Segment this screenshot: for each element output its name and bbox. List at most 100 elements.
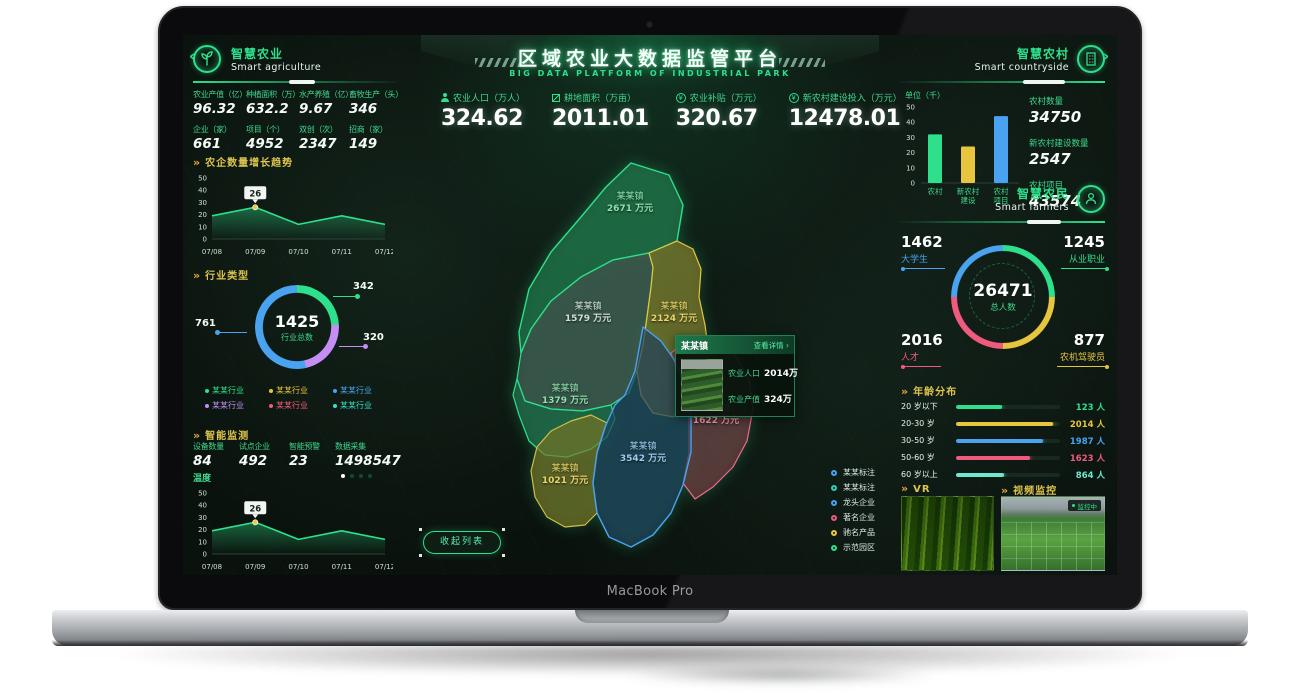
stat: 数据采集 1498547 [335, 442, 401, 469]
legend-item: 著名企业 [831, 510, 875, 525]
industry-callout-342: 342 [353, 281, 374, 292]
age-row: 60 岁以上 864 人 [901, 470, 1105, 481]
divider [900, 81, 1105, 83]
svg-text:26: 26 [249, 189, 261, 199]
legend-dot-icon [333, 403, 337, 408]
countryside-stat: 新农村建设数量 2547 [1029, 139, 1089, 168]
farmer-icon [1077, 185, 1105, 213]
section-subtitle: Smart agriculture [231, 62, 322, 73]
svg-text:10: 10 [906, 164, 915, 172]
legend-dot-icon [333, 388, 337, 393]
page-dot[interactable] [341, 474, 345, 478]
section-video-title: » 视频监控 [1001, 484, 1058, 497]
svg-text:50: 50 [198, 490, 207, 498]
device-label: MacBook Pro [606, 584, 694, 599]
tooltip-row: 农业产值 324万 [728, 394, 792, 405]
corner-tick [419, 554, 422, 557]
tooltip-details-link[interactable]: 查看详情 › [753, 340, 789, 350]
stat: 农业产值（亿） 96.32 [193, 90, 247, 117]
person-icon [441, 93, 449, 102]
svg-text:40: 40 [906, 119, 915, 127]
section-monitor-title: » 智能监测 [193, 429, 250, 442]
page-subtitle: BIG DATA PLATFORM OF INDUSTRIAL PARK [509, 69, 791, 78]
donut-inner-ring [969, 263, 1035, 329]
agriculture-stats-grid: 农业产值（亿） 96.32 种植面积（万） 632.2 水产养殖（亿） 9.67 畜牧生产（… [193, 89, 403, 152]
svg-text:07/11: 07/11 [332, 248, 352, 256]
video-monitor-image[interactable]: 监控中 [1001, 496, 1105, 571]
monitor-stats-grid: 设备数量 84 试点企业 492 智能预警 23 数据采集 1498547 [193, 441, 401, 469]
recording-dot-icon [1071, 504, 1075, 507]
divider-dash [1027, 220, 1061, 224]
svg-text:07/11: 07/11 [332, 563, 352, 571]
svg-text:项目: 项目 [994, 196, 1009, 205]
svg-text:0: 0 [203, 236, 207, 244]
pagination-dots[interactable] [341, 474, 372, 478]
legend-dot-icon [831, 529, 837, 536]
legend-item: 某某标注 [831, 480, 875, 495]
svg-text:07/08: 07/08 [202, 563, 222, 571]
svg-text:07/10: 07/10 [288, 248, 308, 256]
age-row: 20-30 岁 2014 人 [901, 419, 1105, 430]
industry-callout-761: 761 [195, 318, 216, 329]
laptop-base [52, 610, 1248, 646]
divider [900, 221, 1105, 223]
kpi: 农业补贴（万元）320.67 [675, 91, 762, 131]
region-label: 某某镇 1379 万元 [541, 384, 589, 406]
farmers-quadrant-stat: 1245 从业职业 [1035, 233, 1109, 271]
countryside-stats: 农村数量 34750 新农村建设数量 2547 农村项目 43574 [1029, 95, 1107, 221]
industry-donut-center: 1425 行业总数 [255, 285, 339, 369]
age-row: 20 岁以下 123 人 [901, 402, 1105, 413]
stat: 招商（家） 149 [349, 125, 388, 152]
legend-dot-icon [269, 403, 273, 408]
divider-dash [1023, 80, 1065, 84]
chevrons-icon: » [1001, 484, 1010, 497]
chevrons-icon: » [193, 429, 202, 442]
legend-dot-icon [205, 403, 209, 408]
vr-preview-image[interactable] [901, 496, 994, 571]
legend-dot-icon [831, 544, 837, 551]
svg-text:07/12: 07/12 [375, 563, 393, 571]
kpi-row: 农业人口（万人）324.62 耕地面积（万亩）2011.01 农业补贴（万元）320… [441, 91, 902, 131]
page-dot[interactable] [368, 474, 372, 478]
section-subtitle: Smart farmers [995, 202, 1069, 213]
stat: 试点企业 492 [239, 442, 270, 469]
industry-total-label: 行业总数 [281, 332, 313, 342]
svg-text:10: 10 [198, 223, 207, 231]
temperature-line-chart: 0 10 20 30 40 50 07/08 07/09 07/10 07/11 07/12 26 [191, 481, 395, 575]
region-label: 某某镇 2124 万元 [650, 302, 698, 324]
unit-label: 单位（千） [905, 91, 945, 100]
svg-text:建设: 建设 [961, 195, 976, 205]
panel-smart-farmers-header: 智慧农民 Smart farmers [900, 185, 1105, 225]
tooltip-photo [681, 359, 723, 411]
legend-item: 某某行业 [333, 385, 395, 396]
svg-text:20: 20 [906, 149, 915, 157]
region-label: 某某镇 1579 万元 [564, 302, 612, 324]
panel-smart-agriculture-header: 智慧农业 Smart agriculture [193, 45, 398, 85]
legend-item: 某某行业 [269, 385, 333, 396]
svg-text:30: 30 [198, 199, 207, 207]
stat: 畜牧生产（头） 346 [349, 90, 403, 117]
svg-text:40: 40 [198, 502, 207, 510]
legend-dot-icon [831, 514, 837, 521]
map-legend: 某某标注 某某标注 龙头企业 著名企业 驰名产品 示范园区 [831, 465, 875, 555]
farmers-quadrant-stat: 877 农机驾驶员 [1035, 331, 1109, 369]
callout-line [339, 346, 365, 347]
hazard-stripes-left [475, 58, 521, 67]
section-title: 智慧农民 [1016, 187, 1069, 201]
tooltip-row: 农业人口 2014万 [728, 368, 799, 379]
kpi: 新农村建设投入（万元）12478.01 [788, 91, 902, 131]
svg-text:0: 0 [203, 551, 207, 559]
page-title: 区域农业大数据监管平台 [517, 48, 782, 70]
monitoring-badge: 监控中 [1067, 500, 1101, 511]
region-label: 某某镇 2671 万元 [606, 192, 654, 214]
section-vr-title: » VR [901, 482, 931, 495]
svg-text:30: 30 [198, 514, 207, 522]
industry-total: 1425 [274, 311, 320, 331]
stat: 企业（家） 661 [193, 125, 232, 152]
page-dot[interactable] [350, 474, 354, 478]
page-dot[interactable] [359, 474, 363, 478]
tooltip-town-name: 某某镇 [681, 341, 709, 352]
legend-dot-icon [831, 484, 837, 491]
svg-text:10: 10 [198, 538, 207, 546]
collapse-list-button[interactable]: 收起列表 [419, 528, 505, 557]
